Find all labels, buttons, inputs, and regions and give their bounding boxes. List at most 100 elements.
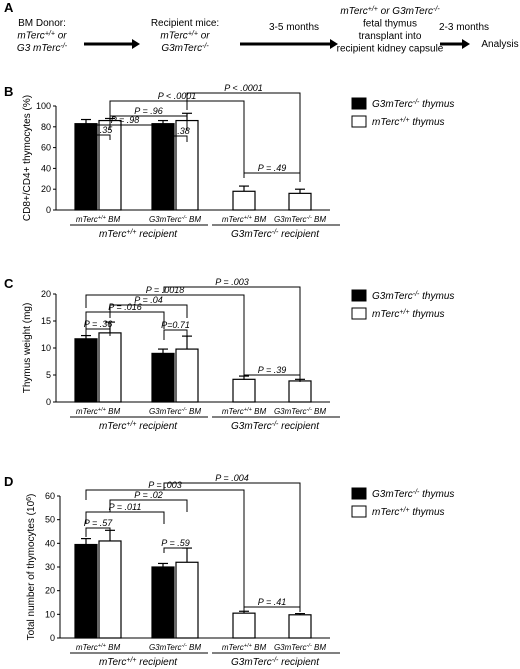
bracket-d-label: P = .02 [134, 490, 162, 500]
bracket-c [85, 328, 111, 336]
bracket-c-label: P = .04 [134, 295, 162, 305]
panel-a-step-text: BM Donor: [18, 18, 66, 29]
bracket-d [85, 511, 165, 524]
legend-label-g3: G3mTerc-/- thymus [372, 489, 454, 501]
recipient-label: mTerc+/+ recipient [99, 421, 178, 433]
category-label: G3mTerc-/- BM [149, 407, 201, 416]
y-tick-label: 40 [45, 538, 55, 548]
bracket-d [163, 547, 188, 553]
y-tick-label: 60 [41, 143, 51, 153]
bar [74, 543, 98, 639]
legend-swatch-g3 [351, 487, 367, 500]
bracket-d-label: P = .59 [161, 538, 189, 548]
bracket-b [186, 92, 301, 178]
bar [151, 566, 175, 639]
y-tick-label: 5 [46, 370, 51, 380]
bracket-c [163, 329, 188, 340]
bracket-c [85, 311, 165, 329]
bracket-d [85, 489, 245, 610]
bracket-d [163, 482, 301, 612]
bracket-b-label: P = .98 [111, 115, 139, 125]
bracket-b-label: P < .0001 [224, 83, 262, 93]
recipient-label: G3mTerc-/- recipient [231, 657, 320, 669]
bracket-b-label: P = .35 [84, 125, 113, 135]
bar [232, 190, 256, 211]
legend-label-g3: G3mTerc-/- thymus [372, 291, 454, 303]
bar [175, 561, 199, 639]
category-label: mTerc+/+ BM [222, 643, 267, 652]
category-label: G3mTerc-/- BM [149, 215, 201, 224]
bracket-b-label: P = .38 [161, 126, 189, 136]
panel-a-step-text: mTerc+/+ or G3mTerc-/- [340, 6, 440, 18]
bar [151, 123, 175, 211]
bracket-c [109, 304, 188, 318]
category-label: mTerc+/+ BM [222, 407, 267, 416]
y-tick-label: 20 [45, 586, 55, 596]
y-tick-label: 0 [46, 205, 51, 215]
legend-label-wt: mTerc+/+ thymus [372, 507, 445, 519]
legend-label-g3: G3mTerc-/- thymus [372, 99, 454, 111]
y-tick-label: 15 [41, 316, 51, 326]
panel-letter: C [4, 276, 14, 291]
category-label: G3mTerc-/- BM [149, 643, 201, 652]
panel-a-step-text: recipient kidney capsule [337, 44, 444, 55]
bracket-c-label: P = .016 [108, 302, 141, 312]
legend-swatch-wt [351, 505, 367, 518]
recipient-label: G3mTerc-/- recipient [231, 421, 320, 433]
y-axis-label: Thymus weight (mg) [22, 303, 33, 394]
category-label: G3mTerc-/- BM [274, 407, 326, 416]
bracket-b-label: P = .96 [134, 106, 162, 116]
bracket-b [85, 134, 111, 140]
recipient-label: G3mTerc-/- recipient [231, 229, 320, 241]
bracket-d [109, 499, 188, 512]
y-tick-label: 50 [45, 515, 55, 525]
panel-a-step-text: mTerc+/+ or [17, 30, 67, 42]
bracket-d [85, 527, 111, 537]
y-tick-label: 0 [50, 633, 55, 643]
panel-a-step-text: G3mTerc-/- [161, 43, 209, 55]
y-axis-label: Total number of thymocytes (106) [26, 494, 38, 641]
bar [98, 540, 122, 639]
bar [151, 352, 175, 403]
legend-label-wt: mTerc+/+ thymus [372, 117, 445, 129]
panel-a-arrow-head [462, 39, 470, 49]
bracket-b [163, 135, 188, 142]
y-tick-label: 100 [36, 101, 51, 111]
panel-a-arrow-head [132, 39, 140, 49]
y-tick-label: 40 [41, 163, 51, 173]
bracket-c-label: P = .39 [258, 365, 286, 375]
bracket-d [243, 606, 301, 612]
panel-letter: B [4, 84, 13, 99]
bracket-b [109, 115, 188, 130]
bracket-c [163, 286, 301, 382]
panel-letter: D [4, 474, 13, 489]
legend-swatch-wt [351, 115, 367, 128]
y-axis-label: CD8+/CD4+ thymocytes (%) [22, 95, 33, 221]
legend-swatch-wt [351, 307, 367, 320]
panel-a-step-text: Recipient mice: [151, 18, 219, 29]
bar [232, 612, 256, 639]
y-tick-label: 20 [41, 289, 51, 299]
legend-swatch-g3 [351, 97, 367, 110]
panel-a-step-text: 2-3 months [439, 22, 489, 33]
bracket-d-label: P = .003 [148, 480, 181, 490]
bar [288, 192, 312, 211]
bracket-c-label: P = .003 [215, 277, 248, 287]
recipient-label: mTerc+/+ recipient [99, 657, 178, 669]
bracket-b [109, 100, 245, 176]
legend-swatch-g3 [351, 289, 367, 302]
y-tick-label: 80 [41, 122, 51, 132]
category-label: mTerc+/+ BM [76, 407, 121, 416]
panel-a-step-text: fetal thymus [363, 19, 417, 30]
bracket-b [85, 124, 165, 132]
panel-a-step-text: 3-5 months [269, 22, 319, 33]
y-tick-label: 60 [45, 491, 55, 501]
bracket-b-label: P < .0001 [158, 91, 196, 101]
bracket-d-label: P = .41 [258, 597, 286, 607]
panel-a-step-text: transplant into [359, 31, 422, 42]
category-label: G3mTerc-/- BM [274, 643, 326, 652]
bracket-b-label: P = .49 [258, 163, 286, 173]
category-label: mTerc+/+ BM [222, 215, 267, 224]
bracket-d-label: P = .57 [84, 518, 113, 528]
legend-label-wt: mTerc+/+ thymus [372, 309, 445, 321]
